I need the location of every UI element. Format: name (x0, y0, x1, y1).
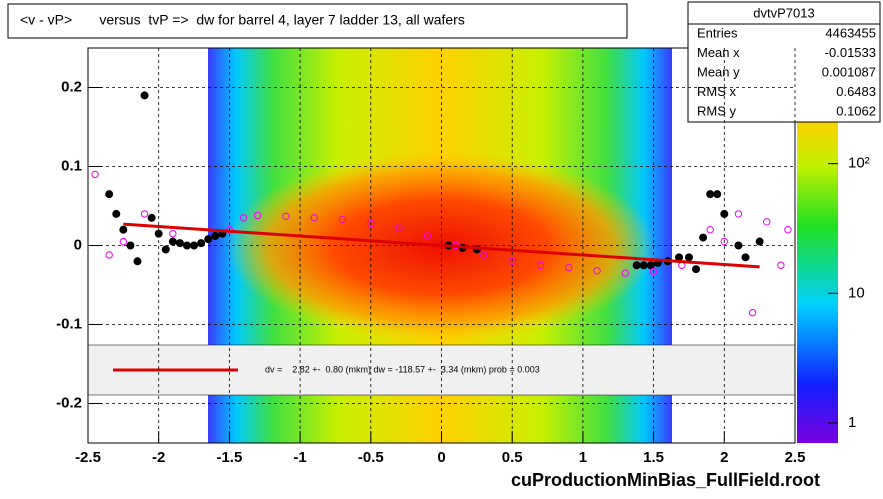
point (720, 209, 729, 218)
point (126, 241, 135, 250)
point (692, 265, 701, 274)
x-tick-label: -1 (293, 449, 306, 466)
point (175, 239, 184, 248)
open-point (239, 214, 248, 222)
open-point (395, 224, 403, 232)
point (713, 190, 722, 199)
x-tick-label: 0.5 (502, 449, 523, 466)
open-point (105, 251, 113, 259)
chart-title: <v - vP> versus tvP => dw for barrel 4, … (20, 12, 465, 28)
point (182, 241, 191, 250)
stats-label: Mean y (697, 64, 740, 79)
open-point (763, 218, 771, 226)
open-point (253, 211, 262, 220)
y-tick-label: 0 (74, 236, 82, 253)
legend-text: dv = 2.82 +- 0.80 (mkm) dw = -118.57 +- … (265, 364, 540, 374)
point (112, 209, 121, 218)
y-tick-label: -0.2 (56, 394, 82, 411)
open-point (734, 210, 743, 218)
density-core (226, 152, 656, 342)
point (147, 213, 156, 222)
stats-value: 0.6483 (836, 84, 876, 99)
title-box (7, 3, 628, 39)
point (646, 261, 655, 270)
open-point (777, 261, 785, 269)
open-point (119, 237, 128, 246)
x-tick-label: 2 (720, 449, 728, 466)
x-tick-label: -2 (152, 449, 165, 466)
point (190, 241, 199, 250)
x-tick-label: -0.5 (358, 449, 384, 466)
stats-label: Mean x (697, 45, 740, 60)
stats-value: -0.01533 (825, 45, 876, 60)
stats-label: Entries (697, 25, 738, 40)
z-tick-label: 10 (848, 284, 865, 301)
x-tick-label: 2.5 (785, 449, 806, 466)
open-point (140, 210, 149, 218)
open-point (706, 226, 714, 234)
stats-label: RMS x (697, 84, 737, 99)
stats-box (687, 1, 881, 123)
x-tick-label: -2.5 (75, 449, 101, 466)
open-point (649, 267, 658, 276)
y-tick-label: 0.1 (61, 157, 82, 174)
y-tick-label: 0.2 (61, 78, 82, 95)
point (133, 257, 142, 266)
stats-value: 0.001087 (822, 64, 876, 79)
point (161, 245, 170, 254)
open-point (621, 269, 630, 277)
open-point (720, 237, 728, 246)
z-tick-label: 1 (848, 414, 856, 431)
open-point (593, 267, 601, 275)
y-tick-label: -0.1 (56, 315, 82, 332)
point (140, 91, 149, 100)
point (119, 225, 128, 234)
point (632, 261, 641, 270)
point (197, 239, 206, 248)
point (734, 241, 743, 250)
x-tick-label: 0 (437, 449, 445, 466)
stats-title: dvtvP7013 (753, 5, 814, 20)
point (755, 237, 764, 246)
point (211, 232, 220, 241)
point (699, 233, 708, 242)
point (706, 190, 715, 199)
footer: cuProductionMinBias_FullField.root (511, 470, 820, 490)
open-point (367, 219, 375, 228)
point (204, 235, 213, 244)
open-point (91, 170, 99, 179)
x-tick-label: 1 (579, 449, 587, 466)
open-point (508, 257, 516, 265)
z-tick-label: 10² (848, 155, 870, 172)
point (684, 253, 693, 262)
point (154, 229, 163, 238)
point (639, 261, 648, 270)
open-point (480, 251, 488, 259)
open-point (748, 308, 757, 317)
plot-layer: Entries 4463455 Mean x -0.01533 Mean y 0.0010… (56, 25, 876, 466)
open-point (536, 261, 545, 269)
open-point (338, 215, 347, 224)
stats-label: RMS y (697, 103, 737, 118)
open-point (169, 229, 177, 238)
point (741, 253, 750, 262)
open-point (282, 212, 290, 220)
open-point (784, 226, 792, 234)
open-point (310, 214, 318, 222)
open-point (423, 232, 432, 240)
fit-line (123, 222, 760, 269)
stats-value: 0.1062 (836, 103, 876, 118)
x-tick-label: -1.5 (216, 449, 242, 466)
stats-value: 4463455 (825, 25, 876, 40)
x-tick-label: 1.5 (643, 449, 664, 466)
point (105, 190, 114, 199)
point (168, 237, 177, 246)
open-point (565, 263, 573, 272)
